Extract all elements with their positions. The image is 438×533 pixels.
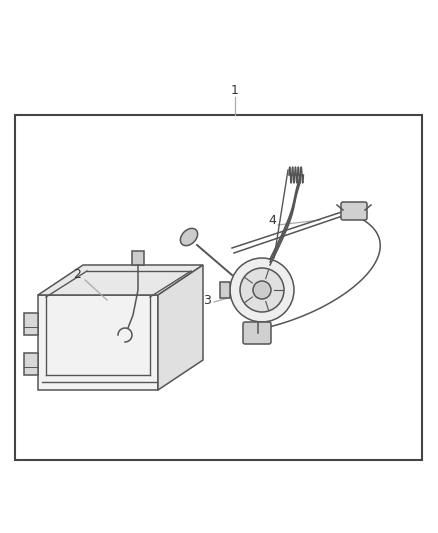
Bar (132, 251, 144, 265)
Circle shape (230, 258, 294, 322)
Text: 2: 2 (73, 269, 81, 281)
Text: 3: 3 (203, 294, 211, 306)
Polygon shape (24, 313, 38, 335)
FancyBboxPatch shape (341, 202, 367, 220)
Text: 1: 1 (231, 84, 239, 96)
Polygon shape (24, 353, 38, 375)
Polygon shape (38, 295, 158, 390)
Bar (15, 115, 422, 460)
Text: 4: 4 (268, 214, 276, 227)
Circle shape (240, 268, 284, 312)
FancyBboxPatch shape (243, 322, 271, 344)
Circle shape (253, 281, 271, 299)
Polygon shape (38, 265, 203, 295)
Polygon shape (158, 265, 203, 390)
Ellipse shape (180, 228, 198, 246)
Bar (220, 282, 230, 298)
